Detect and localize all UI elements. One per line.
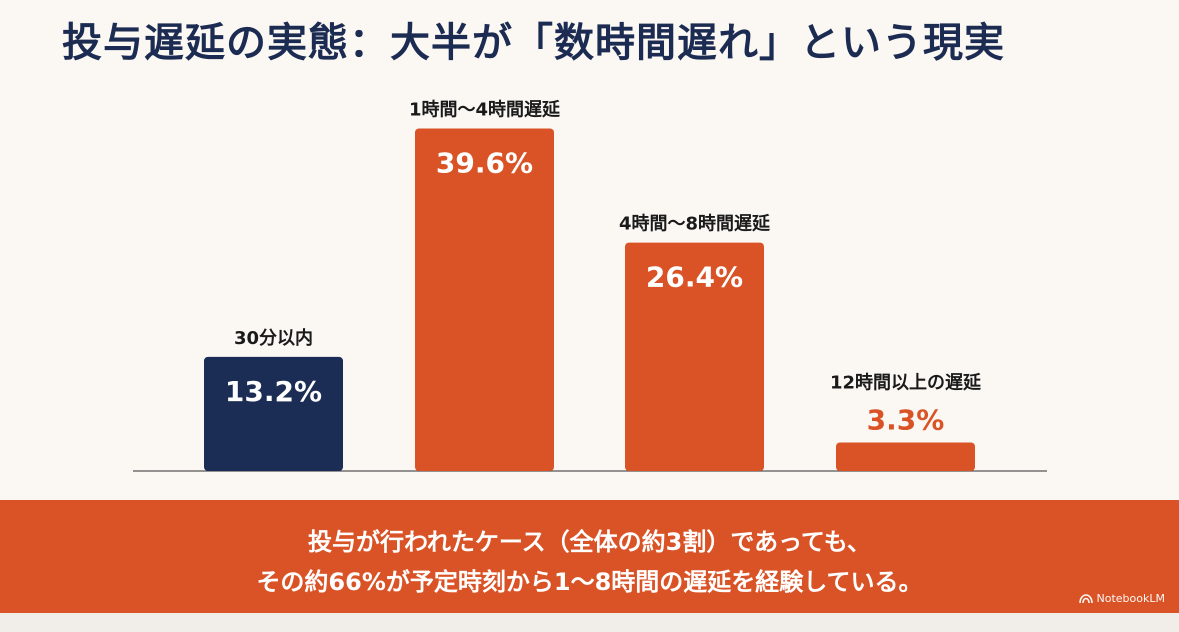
category-label-3: 4時間〜8時間遅延 bbox=[619, 214, 771, 235]
summary-line-2: その約66%が予定時刻から1〜8時間の遅延を経験している。 bbox=[256, 568, 923, 596]
bar-value-label-4: 3.3% bbox=[867, 403, 945, 436]
brand-label: NotebookLM bbox=[1096, 592, 1165, 605]
bar-1 bbox=[204, 356, 343, 471]
bar-value-label-1: 13.2% bbox=[225, 375, 322, 408]
bottom-strip bbox=[0, 613, 1179, 632]
chart-title: 投与遅延の実態：大半が「数時間遅れ」という現実 bbox=[62, 20, 1005, 66]
notebooklm-logo-icon bbox=[1078, 593, 1093, 603]
brand-watermark: NotebookLM bbox=[1078, 592, 1165, 605]
category-label-2: 1時間〜4時間遅延 bbox=[409, 99, 561, 120]
bar-chart: 13.2% 30分以内 39.6% 1時間〜4時間遅延 26.4% 4時間〜8時間遅延 3.… bbox=[133, 99, 1047, 472]
bar-value-label-3: 26.4% bbox=[646, 261, 743, 294]
bar-4 bbox=[836, 442, 975, 471]
bar-2 bbox=[415, 128, 554, 471]
category-label-1: 30分以内 bbox=[234, 327, 313, 349]
bar-value-label-2: 39.6% bbox=[436, 146, 533, 179]
category-label-4: 12時間以上の遅延 bbox=[830, 372, 982, 393]
summary-banner: 投与が行われたケース（全体の約3割）であっても、 その約66%が予定時刻から1〜… bbox=[0, 500, 1179, 613]
bar-3 bbox=[625, 242, 764, 471]
summary-line-1: 投与が行われたケース（全体の約3割）であっても、 bbox=[308, 528, 871, 556]
